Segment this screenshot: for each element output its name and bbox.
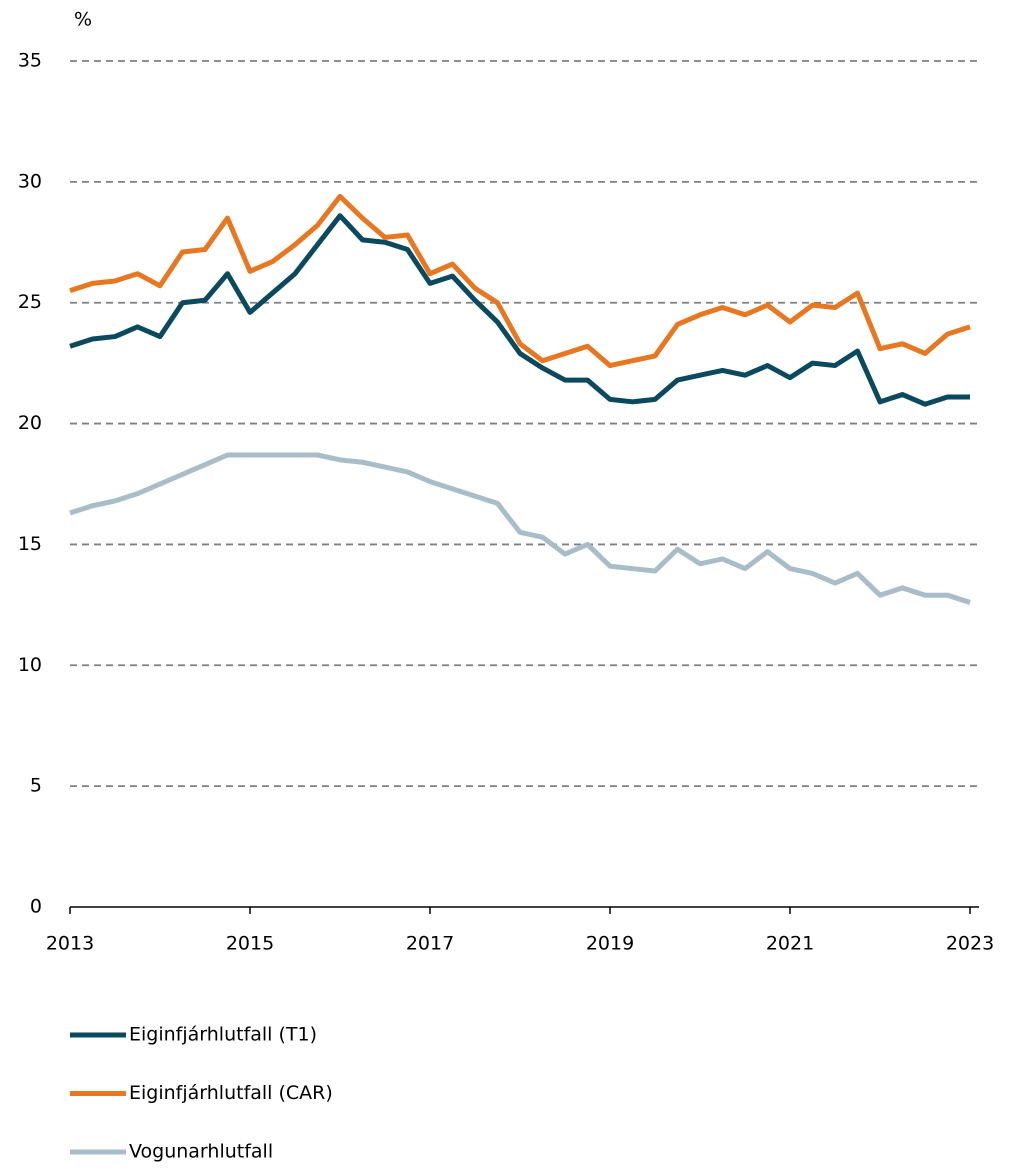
x-tick-label: 2019 <box>586 933 634 955</box>
series-line <box>69 213 970 407</box>
legend-label: Vogunarhlutfall <box>129 1141 273 1163</box>
x-tick-label: 2023 <box>946 933 994 955</box>
series-line <box>69 193 971 369</box>
y-axis-label: % <box>74 9 92 31</box>
y-tick-label: 20 <box>18 412 42 434</box>
y-tick-label: 25 <box>18 291 42 313</box>
y-tick-label: 30 <box>18 170 42 192</box>
legend-label: Eiginfjárhlutfall (CAR) <box>129 1082 333 1104</box>
y-tick-label: 15 <box>18 533 42 555</box>
y-tick-label: 35 <box>18 50 42 72</box>
y-tick-label: 5 <box>30 775 42 797</box>
y-tick-label: 0 <box>30 896 42 918</box>
legend-label: Eiginfjárhlutfall (T1) <box>129 1024 317 1046</box>
x-tick-label: 2021 <box>766 933 814 955</box>
y-tick-label: 10 <box>18 654 42 676</box>
x-tick-label: 2017 <box>406 933 454 955</box>
x-tick-label: 2015 <box>226 933 274 955</box>
x-tick-label: 2013 <box>46 933 94 955</box>
series-line <box>69 452 971 605</box>
